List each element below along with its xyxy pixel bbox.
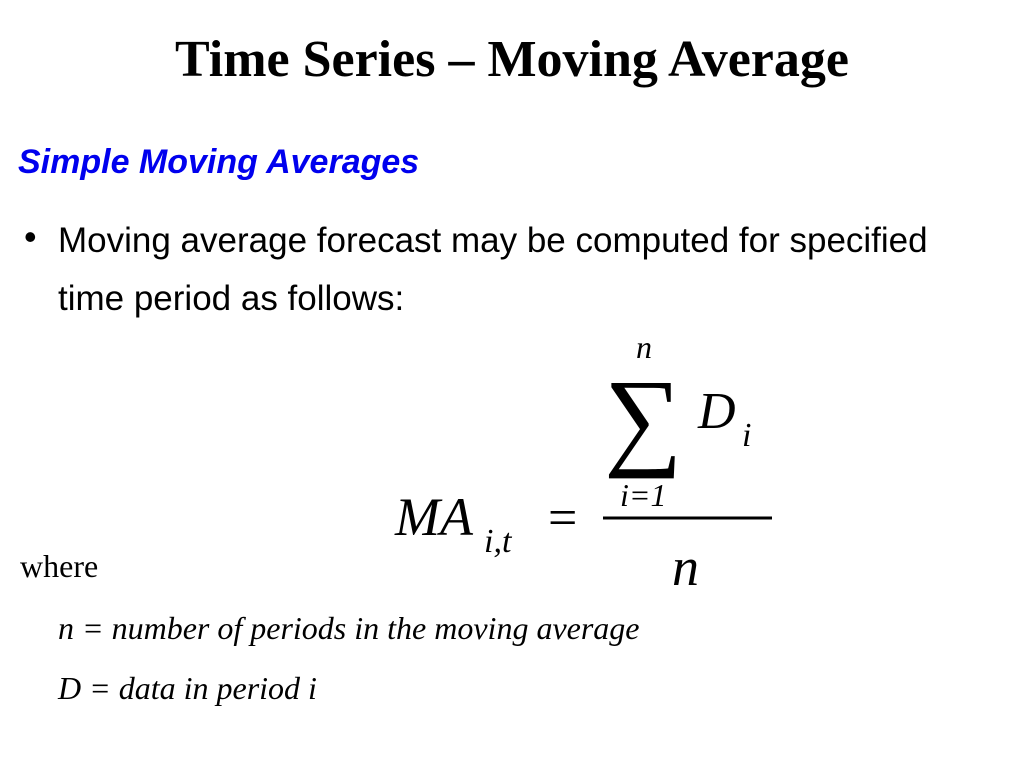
bullet-marker: •: [24, 216, 37, 257]
where-label: where: [20, 548, 99, 584]
denominator: n: [672, 537, 699, 597]
definition: D = data in period i: [58, 670, 317, 706]
section-heading: Simple Moving Averages: [18, 143, 420, 181]
definition: n = number of periods in the moving aver…: [58, 610, 640, 646]
lhs-sub: i,t: [484, 523, 513, 560]
sum-lower: i=1: [620, 477, 666, 513]
sum-term-sub: i: [742, 417, 751, 454]
sum-upper: n: [636, 329, 652, 365]
lhs: MA: [394, 487, 474, 547]
sum-term: D: [697, 383, 736, 440]
bullet-text: Moving average forecast may be computed …: [58, 221, 928, 318]
equals: =: [548, 490, 577, 547]
sum-symbol: ∑: [604, 357, 682, 479]
slide-title: Time Series – Moving Average: [175, 31, 849, 88]
